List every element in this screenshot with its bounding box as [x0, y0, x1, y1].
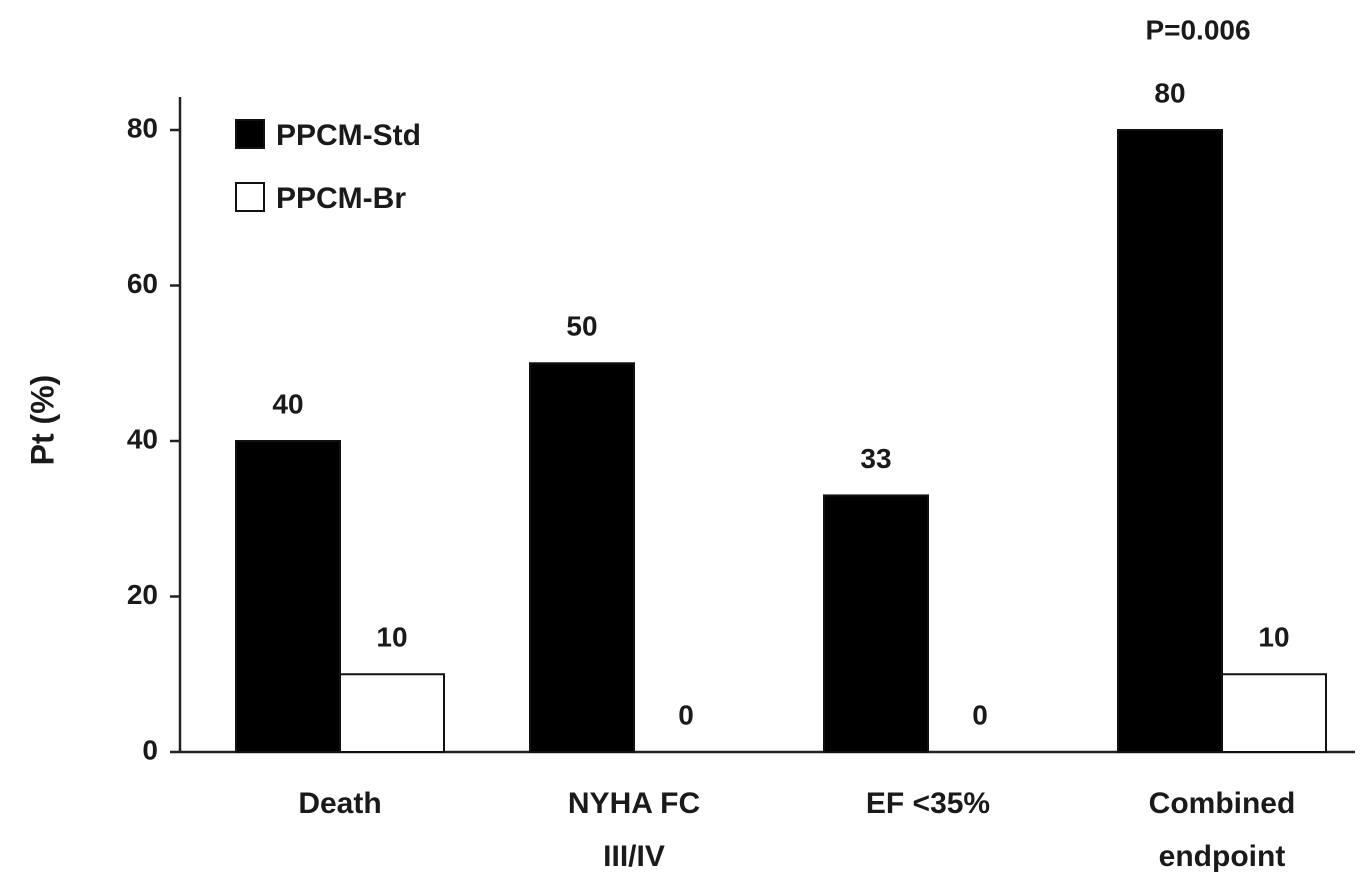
bar [823, 494, 929, 753]
y-tick-label: 80 [127, 112, 158, 143]
value-label: 40 [272, 388, 303, 419]
x-tick-label: NYHA FC [568, 787, 700, 820]
value-label: 33 [860, 443, 891, 474]
annotation: P=0.006 [1145, 14, 1250, 45]
bar [235, 440, 341, 753]
bar [339, 673, 445, 753]
legend-swatch [235, 182, 265, 212]
y-axis-label: Pt (%) [24, 375, 60, 466]
legend-label: PPCM-Std [276, 119, 421, 152]
x-tick-label: Combined [1149, 787, 1296, 820]
value-label: 50 [566, 311, 597, 342]
x-tick-label: III/IV [603, 840, 665, 873]
y-tick-label: 40 [127, 423, 158, 454]
value-label: 10 [1258, 622, 1289, 653]
bar [1221, 673, 1327, 753]
x-tick-label: endpoint [1159, 840, 1286, 873]
value-label: 0 [678, 699, 694, 730]
x-tick-label: EF <35% [866, 787, 990, 820]
legend-swatch [235, 119, 265, 149]
y-tick-label: 60 [127, 268, 158, 299]
value-label: 0 [972, 699, 988, 730]
y-tick-label: 20 [127, 579, 158, 610]
value-label: 10 [376, 622, 407, 653]
y-tick-label: 0 [142, 734, 158, 765]
bar [529, 362, 635, 753]
bar [1117, 129, 1223, 753]
legend-label: PPCM-Br [276, 182, 406, 215]
x-tick-label: Death [298, 787, 381, 820]
value-label: 80 [1154, 77, 1185, 108]
